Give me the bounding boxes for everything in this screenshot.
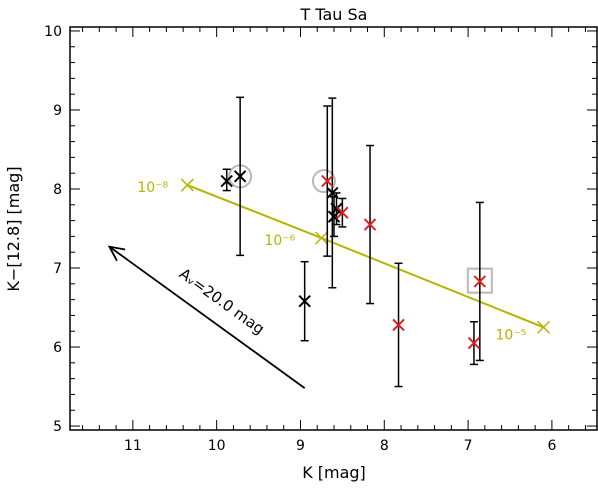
reddening-arrow: [108, 245, 306, 389]
y-tick-label: 7: [53, 261, 62, 277]
chart-title: T Tau Sa: [300, 5, 368, 24]
y-axis-title: K−[12.8] [mag]: [4, 166, 23, 291]
x-tick-label: 10: [208, 438, 226, 454]
data-point: [233, 170, 247, 183]
highlights-layer: [228, 164, 493, 294]
reddening-arrowhead: [107, 245, 126, 262]
data-point: [326, 186, 339, 200]
data-point: [336, 206, 349, 219]
x-tick-label: 11: [124, 438, 142, 454]
x-tick-label: 9: [296, 438, 305, 454]
x-axis-title: K [mag]: [302, 463, 366, 482]
model-label: 10⁻⁶: [264, 233, 295, 249]
errorbars-layer: [222, 96, 484, 388]
model-label: 10⁻⁵: [496, 327, 527, 343]
data-point: [321, 174, 334, 188]
model-marker: [314, 231, 328, 245]
data-point: [327, 210, 341, 223]
points-layer: [220, 170, 487, 350]
y-tick-label: 5: [53, 419, 62, 435]
x-tick-label: 6: [547, 438, 556, 454]
highlight-circle: [311, 169, 336, 194]
lines-layer: 10⁻⁸ 10⁻⁶ 10⁻⁵: [137, 178, 551, 343]
y-tick-label: 6: [53, 340, 62, 356]
model-marker: [536, 320, 551, 334]
y-tick-label: 9: [53, 103, 62, 119]
annotations-layer: Aᵥ=20.0 mag: [107, 245, 306, 389]
data-point: [363, 218, 377, 231]
data-point: [298, 294, 311, 308]
reddening-label: Aᵥ=20.0 mag: [176, 265, 268, 339]
data-point: [467, 336, 481, 350]
model-label: 10⁻⁸: [137, 180, 168, 196]
data-point: [220, 174, 233, 188]
x-tick-label: 8: [380, 438, 389, 454]
y-tick-label: 8: [53, 182, 62, 198]
data-point: [392, 318, 405, 332]
data-point: [330, 202, 343, 215]
model-marker: [180, 178, 194, 192]
data-point: [473, 275, 487, 288]
y-tick-label: 10: [44, 24, 62, 40]
axes-layer: 11 10 9 8 7 6 5 6 7 8 9 10: [44, 24, 598, 454]
x-tick-label: 7: [464, 438, 473, 454]
